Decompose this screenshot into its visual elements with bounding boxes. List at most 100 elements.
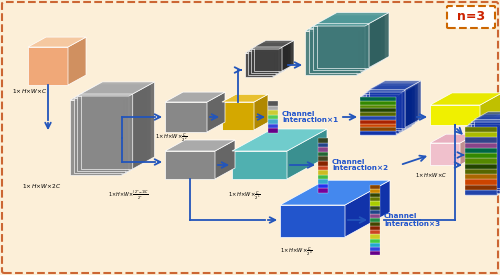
Polygon shape	[232, 151, 287, 179]
Polygon shape	[317, 12, 389, 23]
Bar	[370, 226, 380, 230]
Polygon shape	[28, 47, 68, 85]
Polygon shape	[28, 37, 86, 47]
Text: $1\!\times\!H\!\times\!W\!\times\!2C$: $1\!\times\!H\!\times\!W\!\times\!2C$	[22, 182, 62, 190]
Bar	[370, 230, 380, 234]
Polygon shape	[254, 40, 294, 47]
Bar	[318, 175, 328, 179]
Bar	[360, 104, 396, 108]
Bar	[318, 161, 328, 166]
Bar	[360, 116, 396, 120]
Polygon shape	[365, 15, 385, 70]
Bar	[360, 120, 396, 123]
Bar	[360, 123, 396, 127]
Polygon shape	[245, 46, 285, 53]
Bar	[465, 158, 497, 164]
Polygon shape	[222, 102, 254, 130]
Bar	[370, 238, 380, 243]
Bar	[318, 156, 328, 161]
Bar	[268, 115, 278, 119]
Bar	[370, 189, 380, 193]
Bar	[318, 166, 328, 170]
Polygon shape	[402, 83, 418, 130]
Bar	[370, 193, 380, 197]
Polygon shape	[80, 82, 154, 94]
Polygon shape	[305, 20, 377, 31]
Bar	[465, 132, 497, 138]
Bar	[268, 119, 278, 124]
Polygon shape	[74, 86, 148, 98]
Polygon shape	[305, 31, 357, 75]
Text: Channel
interaction×1: Channel interaction×1	[282, 111, 338, 123]
Polygon shape	[396, 88, 412, 135]
Bar	[360, 108, 396, 112]
Bar	[465, 138, 497, 143]
Bar	[370, 206, 380, 210]
Bar	[318, 138, 328, 142]
Text: Channel
interaction×3: Channel interaction×3	[384, 213, 440, 227]
Polygon shape	[360, 88, 412, 97]
Text: $1\!\times\!H\!\times\!W\!\times\!\frac{C}{2^0}$: $1\!\times\!H\!\times\!W\!\times\!\frac{…	[280, 245, 313, 258]
Polygon shape	[232, 129, 327, 151]
Polygon shape	[254, 47, 282, 71]
Bar	[370, 185, 380, 189]
Polygon shape	[474, 120, 500, 188]
Polygon shape	[74, 98, 126, 173]
Bar	[318, 170, 328, 175]
Bar	[465, 143, 497, 148]
Bar	[268, 101, 278, 106]
Bar	[268, 106, 278, 110]
Bar	[318, 142, 328, 147]
Polygon shape	[165, 140, 235, 151]
Polygon shape	[317, 23, 369, 67]
Polygon shape	[369, 89, 405, 128]
Polygon shape	[497, 119, 500, 195]
Polygon shape	[460, 134, 476, 165]
Polygon shape	[313, 15, 385, 26]
Polygon shape	[474, 112, 500, 120]
Polygon shape	[480, 93, 500, 125]
Polygon shape	[80, 94, 132, 169]
Polygon shape	[126, 86, 148, 173]
Bar	[360, 127, 396, 131]
Polygon shape	[471, 122, 500, 190]
Bar	[370, 218, 380, 222]
Polygon shape	[430, 93, 500, 105]
Bar	[360, 131, 396, 135]
Polygon shape	[77, 84, 151, 96]
Polygon shape	[309, 18, 381, 29]
Polygon shape	[313, 26, 365, 70]
Polygon shape	[70, 100, 122, 175]
Polygon shape	[251, 49, 279, 73]
Polygon shape	[465, 119, 500, 127]
Polygon shape	[430, 134, 476, 143]
Polygon shape	[399, 86, 415, 133]
Polygon shape	[273, 46, 285, 77]
Polygon shape	[129, 84, 151, 171]
Polygon shape	[360, 97, 396, 135]
Text: n=3: n=3	[457, 10, 485, 23]
Bar	[370, 210, 380, 214]
Text: $1\!\times\!H\!\times\!W\!\times\!C$: $1\!\times\!H\!\times\!W\!\times\!C$	[415, 171, 448, 179]
Bar	[360, 97, 396, 101]
Bar	[465, 153, 497, 158]
Text: $1\!\times\!H\!\times\!W\!\times\!\frac{C}{2^1}$: $1\!\times\!H\!\times\!W\!\times\!\frac{…	[228, 189, 261, 202]
Polygon shape	[430, 105, 480, 125]
Polygon shape	[248, 44, 288, 51]
Polygon shape	[468, 117, 500, 125]
Polygon shape	[222, 94, 268, 102]
Bar	[318, 152, 328, 156]
Polygon shape	[276, 44, 288, 75]
Bar	[268, 110, 278, 115]
Bar	[360, 112, 396, 116]
Polygon shape	[132, 82, 154, 169]
Polygon shape	[468, 125, 500, 192]
Polygon shape	[282, 40, 294, 71]
Polygon shape	[207, 92, 225, 132]
Polygon shape	[70, 88, 144, 100]
Polygon shape	[165, 151, 215, 179]
Polygon shape	[361, 18, 381, 73]
Polygon shape	[465, 127, 497, 195]
Polygon shape	[345, 180, 390, 237]
Bar	[465, 179, 497, 185]
